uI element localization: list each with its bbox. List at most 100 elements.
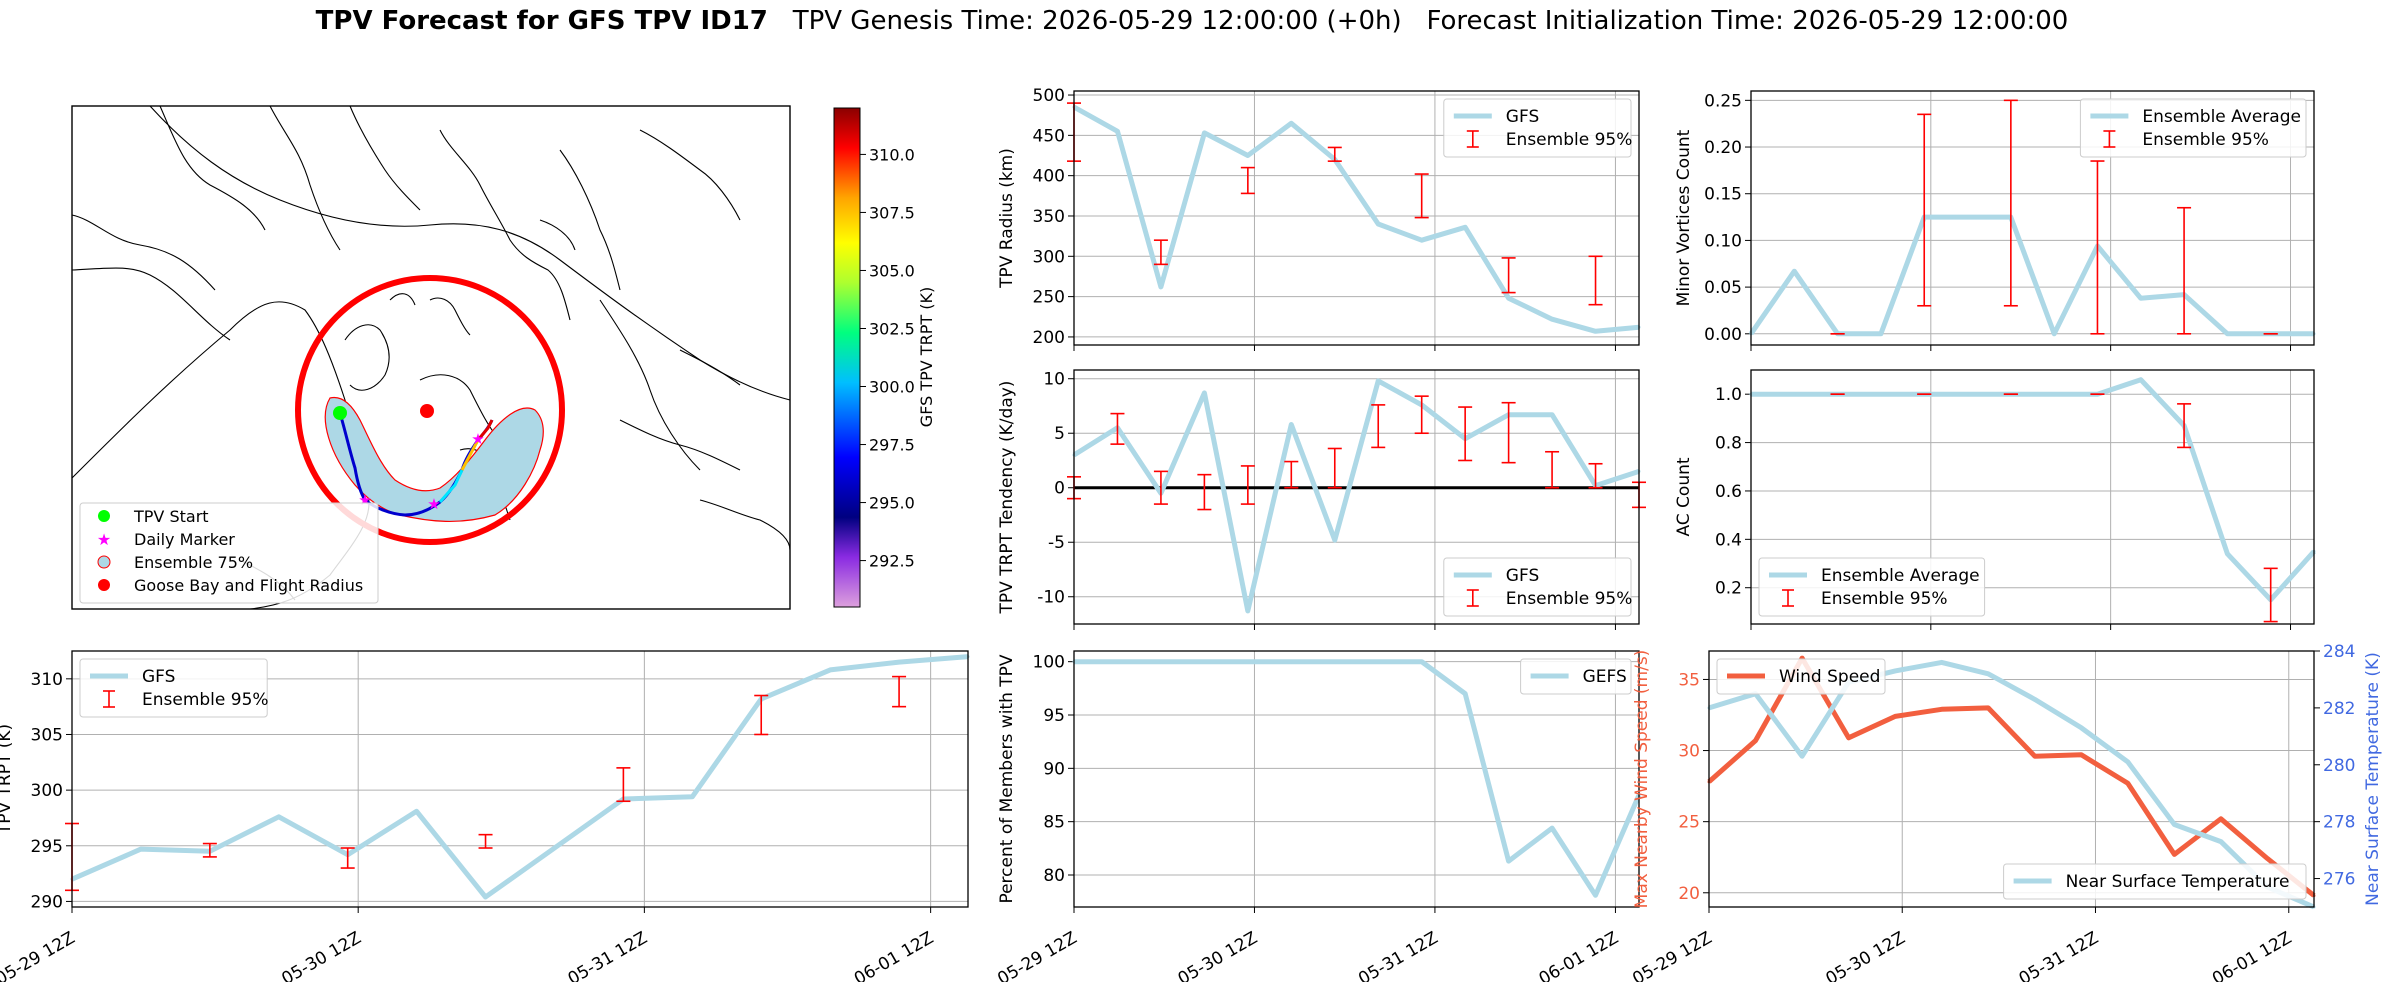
data-point xyxy=(1420,660,1424,664)
colorbar-tick-label: 307.5 xyxy=(869,203,915,222)
daily-marker-2: ★ xyxy=(427,495,440,513)
chart-wind_temp: 05-29 12Z 05-30 12Z 05-31 12Z 06-01 12Z 20 25… xyxy=(1629,642,2383,982)
y-tick-label: 100 xyxy=(1033,653,1065,673)
error-bar xyxy=(1588,462,1603,489)
y-right-tick-label: 276 xyxy=(2323,870,2355,890)
legend-ensemble-icon xyxy=(97,555,111,569)
title-genesis: TPV Genesis Time: 2026-05-29 12:00:00 (+… xyxy=(792,6,1402,36)
error-bar xyxy=(1588,255,1603,306)
y-tick-label: 0.2 xyxy=(1715,579,1742,599)
x-tick-label: 06-01 12Z xyxy=(1536,928,1622,982)
data-point xyxy=(2172,823,2176,827)
legend-star-icon: ★ xyxy=(97,530,111,549)
data-point xyxy=(897,660,901,664)
map-legend: TPV Start ★ Daily Marker Ensemble 75% Go… xyxy=(79,502,379,604)
daily-marker-3: ★ xyxy=(471,430,484,448)
y-tick-label: 350 xyxy=(1033,207,1065,227)
y-tick-label: 0.8 xyxy=(1715,434,1742,454)
axes-frame xyxy=(1750,90,2315,346)
axes-frame xyxy=(1073,650,1640,908)
data-point xyxy=(1289,423,1293,427)
y-tick-label: 0.4 xyxy=(1715,530,1742,550)
data-point xyxy=(1289,660,1293,664)
error-bar xyxy=(1153,470,1168,505)
legend: Ensemble Average Ensemble 95% xyxy=(2079,98,2307,158)
error-bar xyxy=(892,675,907,708)
goose-bay-marker xyxy=(420,404,434,418)
legend-box xyxy=(1716,658,1886,695)
x-tick-label: 05-30 12Z xyxy=(1175,928,1261,982)
tpv-track-hottest xyxy=(476,419,494,441)
data-point xyxy=(1940,660,1944,664)
data-point xyxy=(1376,222,1380,226)
colorbar-tick-label: 295.0 xyxy=(869,494,915,513)
coastlines xyxy=(71,105,791,610)
data-point xyxy=(1246,660,1250,664)
error-bar xyxy=(1153,239,1168,266)
data-point xyxy=(2126,781,2130,785)
legend: GFS Ensemble 95% xyxy=(79,658,269,718)
data-point xyxy=(2033,754,2037,758)
data-point xyxy=(1792,269,1796,273)
error-bar xyxy=(1327,146,1342,162)
data-point xyxy=(1550,413,1554,417)
y-tick-label: 305 xyxy=(31,725,63,745)
legend-label: Ensemble 95% xyxy=(1821,589,1948,609)
data-point xyxy=(1463,692,1467,696)
data-point xyxy=(2225,552,2229,556)
data-point xyxy=(1550,317,1554,321)
legend-box xyxy=(2003,863,2307,900)
data-point xyxy=(1507,296,1511,300)
error-bar xyxy=(2090,160,2105,335)
data-point xyxy=(2052,332,2056,336)
error-bar xyxy=(2263,567,2278,623)
colorbar-tick-label: 305.0 xyxy=(869,261,915,280)
error-bar xyxy=(1327,447,1342,489)
error-bar xyxy=(1458,406,1473,462)
data-point xyxy=(1115,660,1119,664)
data-point xyxy=(2052,392,2056,396)
legend-goosebay-icon xyxy=(98,579,110,591)
data-point xyxy=(1550,826,1554,830)
legend-label: Near Surface Temperature xyxy=(2066,872,2290,892)
error-bar xyxy=(1917,113,1932,307)
y-tick-label: 20 xyxy=(1678,884,1700,904)
series-line-1 xyxy=(1708,659,2315,910)
data-point xyxy=(2219,817,2223,821)
x-tick-label: 05-31 12Z xyxy=(1355,928,1441,982)
series-line-0 xyxy=(1074,659,1642,898)
data-point xyxy=(690,795,694,799)
y-tick-label: 400 xyxy=(1033,167,1065,187)
data-point xyxy=(1940,707,1944,711)
series-line-0 xyxy=(1751,377,2316,603)
map-legend-box xyxy=(79,502,379,604)
error-bar xyxy=(1501,401,1516,464)
y-tick-label: -5 xyxy=(1048,533,1065,553)
y-tick-label: 90 xyxy=(1043,759,1065,779)
data-point xyxy=(1594,329,1598,333)
colorbar-tick-label: 302.5 xyxy=(869,319,915,338)
data-point xyxy=(1246,609,1250,613)
y-tick-label: 0.00 xyxy=(1704,325,1742,345)
series-line-0 xyxy=(70,654,969,900)
error-bar xyxy=(1240,465,1255,505)
data-point xyxy=(1159,285,1163,289)
legend-box xyxy=(1758,557,1986,617)
x-tick-label: 05-29 12Z xyxy=(0,928,79,982)
y-tick-label: -10 xyxy=(1037,588,1065,608)
legend-label: GFS xyxy=(142,667,175,687)
y-right-tick-label: 282 xyxy=(2323,699,2355,719)
y-axis-label: TPV TRPT (K) xyxy=(0,724,15,835)
legend-label: Ensemble Average xyxy=(2142,107,2301,127)
series-line-0 xyxy=(1072,378,1640,614)
colorbar-tick-label: 310.0 xyxy=(869,145,915,164)
title-init: Forecast Initialization Time: 2026-05-29… xyxy=(1426,6,2069,36)
y-tick-label: 450 xyxy=(1033,126,1065,146)
y-axis-label: Minor Vortices Count xyxy=(1674,129,1694,306)
y-tick-label: 25 xyxy=(1678,813,1700,833)
y-tick-label: 0 xyxy=(1054,479,1065,499)
legend-daily-label: Daily Marker xyxy=(134,530,235,549)
data-point xyxy=(2172,852,2176,856)
error-bar xyxy=(1414,395,1429,435)
data-point xyxy=(2265,857,2269,861)
